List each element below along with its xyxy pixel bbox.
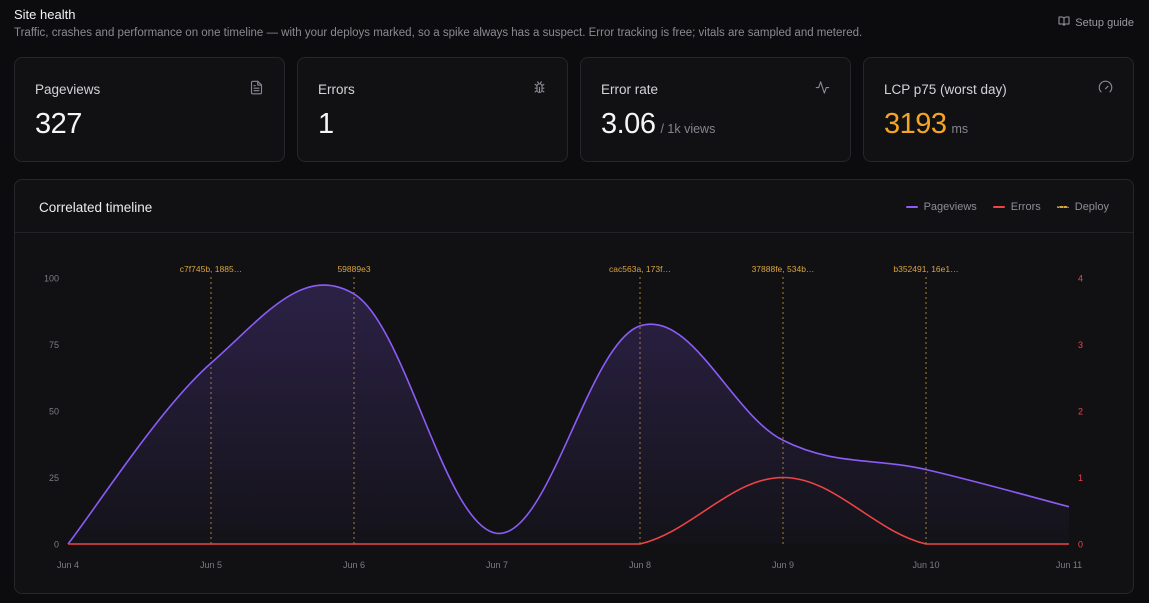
panel-title: Correlated timeline: [39, 200, 153, 215]
stat-value: 327: [35, 108, 82, 140]
deploy-label: c7f745b, 1885…: [180, 264, 242, 274]
x-tick-label: Jun 5: [200, 560, 222, 570]
pageviews-point: [782, 439, 784, 441]
stat-value-row: 3.06 / 1k views: [601, 108, 715, 141]
errors-point: [496, 543, 498, 545]
y-right-tick-label: 1: [1078, 473, 1083, 483]
stat-card-lcp: LCP p75 (worst day) 3193 ms: [863, 57, 1134, 162]
bug-icon: [532, 80, 547, 95]
deploy-label: cac563a, 173f…: [609, 264, 671, 274]
y-left-tick-label: 100: [44, 274, 59, 284]
errors-point: [639, 543, 641, 545]
errors-point: [210, 543, 212, 545]
pageviews-point: [353, 293, 355, 295]
pageviews-point: [639, 325, 641, 327]
panel-header: Correlated timeline Pageviews Errors Dep…: [15, 180, 1133, 233]
stat-value-row: 327: [35, 108, 87, 141]
page-title: Site health: [14, 7, 76, 22]
y-left-tick-label: 75: [49, 340, 59, 350]
stat-unit: / 1k views: [660, 122, 716, 136]
x-tick-label: Jun 9: [772, 560, 794, 570]
deploy-label: 37888fe, 534b…: [752, 264, 815, 274]
legend-item-errors[interactable]: Errors: [992, 201, 1041, 213]
errors-point: [925, 543, 927, 545]
pageviews-point: [925, 468, 927, 470]
stat-card-error-rate: Error rate 3.06 / 1k views: [580, 57, 851, 162]
errors-line: [68, 476, 1070, 545]
activity-icon: [815, 80, 830, 95]
stat-label: Error rate: [601, 82, 659, 97]
x-tick-label: Jun 11: [1056, 560, 1082, 570]
setup-guide-label: Setup guide: [1075, 16, 1134, 29]
stat-label: Errors: [318, 82, 355, 97]
timeline-chart[interactable]: 0 25 50 75 100 0 1 2 3 4 Jun 4 Jun 5 Jun 6 Jun 7 Jun 8…: [15, 180, 1134, 594]
pageviews-point: [496, 532, 498, 534]
pageviews-point: [1068, 506, 1070, 508]
stat-label: Pageviews: [35, 82, 101, 97]
stat-value: 1: [318, 108, 334, 140]
errors-point: [1068, 543, 1070, 545]
setup-guide-link[interactable]: Setup guide: [1058, 15, 1134, 30]
pageviews-area: [68, 285, 1069, 544]
x-tick-label: Jun 7: [486, 560, 508, 570]
stat-card-pageviews: Pageviews 327: [14, 57, 285, 162]
y-left-tick-label: 50: [49, 407, 59, 417]
stat-value-row: 1: [318, 108, 339, 141]
x-tick-label: Jun 6: [343, 560, 365, 570]
y-right-tick-label: 4: [1078, 274, 1083, 284]
errors-point: [782, 476, 784, 478]
legend-item-deploy[interactable]: Deploy: [1056, 201, 1109, 213]
file-text-icon: [249, 80, 264, 95]
pageviews-point: [210, 362, 212, 364]
stat-value: 3.06: [601, 108, 656, 140]
x-tick-label: Jun 8: [629, 560, 651, 570]
gauge-icon: [1098, 80, 1113, 95]
y-right-tick-label: 3: [1078, 340, 1083, 350]
stat-value-row: 3193 ms: [884, 108, 968, 141]
book-open-icon: [1058, 15, 1070, 30]
legend-label: Pageviews: [923, 201, 977, 213]
chart-legend: Pageviews Errors Deploy: [905, 201, 1109, 213]
x-tick-label: Jun 10: [912, 560, 939, 570]
x-tick-label: Jun 4: [57, 560, 79, 570]
timeline-panel: Correlated timeline Pageviews Errors Dep…: [14, 179, 1134, 594]
y-left-tick-label: 0: [54, 540, 59, 550]
legend-item-pageviews[interactable]: Pageviews: [905, 201, 977, 213]
errors-point: [67, 543, 69, 545]
pageviews-line: [67, 284, 1070, 545]
legend-swatch: [905, 206, 918, 208]
stat-card-errors: Errors 1: [297, 57, 568, 162]
legend-swatch: [1056, 206, 1069, 208]
stat-unit: ms: [951, 122, 969, 136]
page-header: Site health Traffic, crashes and perform…: [14, 6, 1135, 46]
stat-label: LCP p75 (worst day): [884, 82, 1007, 97]
legend-label: Errors: [1010, 201, 1041, 213]
deploy-label: 59889e3: [337, 264, 370, 274]
deploy-label: b352491, 16e1…: [893, 264, 958, 274]
legend-swatch: [992, 206, 1005, 208]
errors-point: [353, 543, 355, 545]
y-left-tick-label: 25: [49, 473, 59, 483]
y-right-tick-label: 2: [1078, 407, 1083, 417]
page-subtitle: Traffic, crashes and performance on one …: [14, 27, 863, 39]
y-right-tick-label: 0: [1078, 540, 1083, 550]
stat-value: 3193: [884, 108, 947, 140]
legend-label: Deploy: [1074, 201, 1109, 213]
